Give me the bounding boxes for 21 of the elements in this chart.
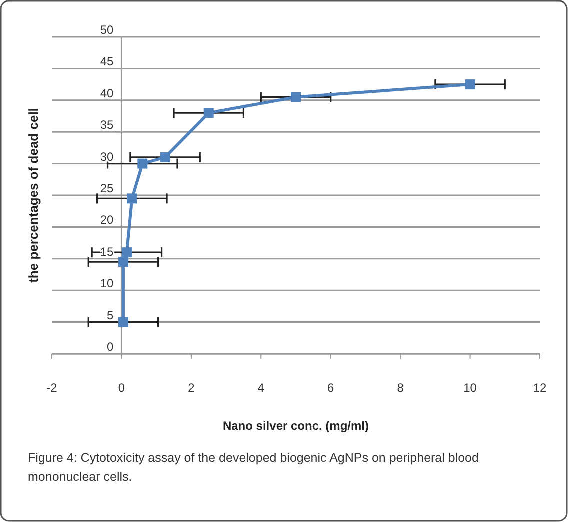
- x-tick-label: 0: [118, 381, 126, 395]
- y-tick-label: 35: [100, 118, 114, 132]
- caption: Figure 4: Cytotoxicity assay of the developed biogenic AgNPs on peripheral blood mononuclear cells.: [28, 451, 480, 484]
- x-tick-label: 8: [397, 381, 404, 395]
- x-tick-label: 2: [188, 381, 196, 395]
- y-tick-label: 25: [100, 182, 114, 196]
- y-axis-title: the percentages of dead cell: [26, 108, 41, 283]
- y-tick-label: 0: [107, 340, 114, 354]
- y-tick-label: 45: [100, 54, 114, 69]
- x-tick-label: -2: [46, 381, 58, 395]
- y-tick-label: 20: [100, 213, 114, 228]
- y-tick-label: 5: [107, 308, 114, 322]
- x-tick-label: 12: [533, 381, 547, 395]
- y-tick-label: 50: [100, 23, 114, 37]
- y-tick-label: 30: [100, 150, 114, 164]
- x-tick-label: 4: [258, 381, 265, 395]
- y-tick-label: 10: [100, 276, 114, 291]
- x-axis-title: Nano silver conc. (mg/ml): [222, 419, 370, 433]
- y-tick-label: 40: [100, 86, 114, 100]
- x-tick-label: 6: [328, 381, 335, 395]
- x-tick-label: 10: [464, 381, 478, 395]
